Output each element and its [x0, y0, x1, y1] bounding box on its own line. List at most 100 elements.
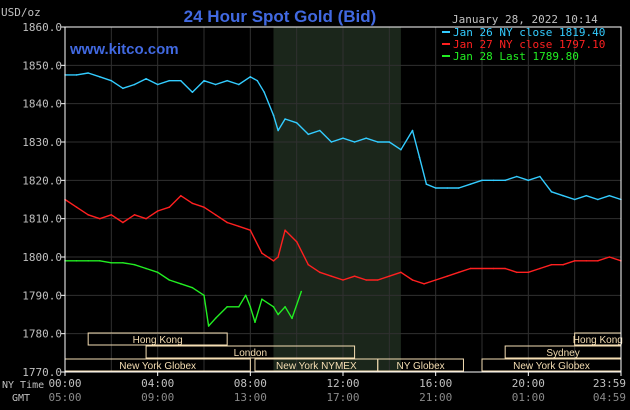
series-point — [527, 271, 530, 274]
series-point — [191, 202, 194, 205]
price-series — [64, 72, 622, 327]
series-point — [110, 214, 113, 216]
series-point — [539, 267, 541, 270]
series-point — [319, 129, 321, 132]
series-point — [110, 79, 113, 82]
series-point — [550, 263, 553, 266]
series-point — [122, 261, 124, 264]
session-box — [377, 358, 464, 372]
x-tick-label-gmt: 05:00 — [48, 391, 81, 404]
series-point — [277, 129, 279, 132]
ny-time-label: NY Time — [2, 380, 44, 391]
session-label: NY Globex — [397, 361, 445, 372]
series-point — [226, 79, 228, 82]
series-point — [295, 240, 298, 243]
series-point — [284, 118, 286, 120]
series-point — [203, 206, 205, 208]
series-point — [277, 313, 279, 316]
series-point — [504, 267, 506, 270]
series-point — [98, 76, 101, 78]
series-point — [203, 79, 205, 82]
trading-sessions: Hong Kong Hong Kong London Sydney New York G… — [64, 332, 623, 372]
series-point — [168, 79, 171, 82]
series-point — [156, 271, 159, 274]
series-point — [226, 221, 228, 224]
gmt-label: GMT — [12, 393, 30, 404]
series-point — [492, 179, 495, 182]
series-point — [330, 141, 333, 143]
y-tick-label: 1820.0 — [22, 174, 62, 187]
y-tick-label: 1790.0 — [22, 289, 62, 302]
series-point — [527, 179, 530, 182]
series-point — [469, 267, 472, 270]
x-tick-label-gmt: 01:00 — [512, 391, 545, 404]
series-point — [469, 183, 472, 185]
series-point — [434, 187, 437, 189]
series-point — [330, 275, 333, 277]
session-label: New York Globex — [119, 361, 196, 372]
series-point — [133, 263, 136, 266]
series-point — [207, 325, 210, 327]
series-point — [244, 294, 247, 297]
series-point — [319, 271, 321, 274]
series-point — [446, 187, 449, 189]
series-point — [400, 148, 402, 151]
series-point — [133, 83, 136, 86]
series-point — [300, 290, 303, 293]
series-point — [87, 72, 89, 74]
series-point — [156, 83, 159, 86]
series-point — [180, 79, 182, 82]
series-point — [481, 267, 483, 270]
y-tick-label: 1850.0 — [22, 59, 62, 72]
series-point — [168, 279, 171, 281]
series-point — [585, 260, 588, 262]
series-point — [376, 279, 379, 281]
series-point — [504, 179, 506, 182]
series-point — [562, 194, 564, 197]
series-point — [411, 279, 414, 281]
series-point — [425, 183, 428, 185]
series-point — [237, 83, 240, 86]
series-point — [515, 175, 518, 178]
session-label: New York Globex — [513, 361, 590, 372]
series-point — [145, 267, 147, 270]
unit-label: USD/oz — [1, 6, 41, 19]
series-point — [75, 74, 78, 76]
series-point — [562, 263, 564, 266]
series-point — [573, 198, 576, 201]
x-tick-label-ny: 12:00 — [326, 377, 359, 390]
series-point — [249, 306, 252, 308]
series-point — [203, 294, 205, 297]
series-point — [122, 87, 124, 90]
y-tick-label: 1770.0 — [22, 366, 62, 379]
series-point — [254, 321, 256, 323]
series-point — [237, 306, 240, 308]
series-point — [365, 137, 367, 139]
legend-entry: Jan 27 NY close 1797.10 — [453, 38, 605, 51]
series-point — [376, 141, 379, 143]
x-tick-label-ny: 04:00 — [141, 377, 174, 390]
session-label: Hong Kong — [573, 335, 623, 346]
series-point — [342, 279, 344, 281]
series-point — [492, 267, 495, 270]
series-point — [307, 263, 310, 266]
series-point — [418, 156, 421, 159]
series-point — [180, 283, 182, 285]
series-point — [458, 187, 460, 189]
y-tick-label: 1800.0 — [22, 251, 62, 264]
y-tick-label: 1810.0 — [22, 213, 62, 226]
series-point — [353, 141, 356, 143]
series-point — [87, 260, 89, 262]
series-point — [272, 260, 275, 262]
series-point — [284, 229, 286, 231]
session-box — [145, 345, 356, 359]
shaded-region — [273, 27, 401, 372]
series-point — [75, 260, 78, 262]
series-point — [214, 317, 217, 320]
shaded-session-region — [273, 27, 401, 372]
session-box — [87, 332, 228, 346]
x-tick-label-ny: 00:00 — [48, 377, 81, 390]
session-label: London — [234, 348, 267, 359]
series-point — [423, 283, 425, 285]
